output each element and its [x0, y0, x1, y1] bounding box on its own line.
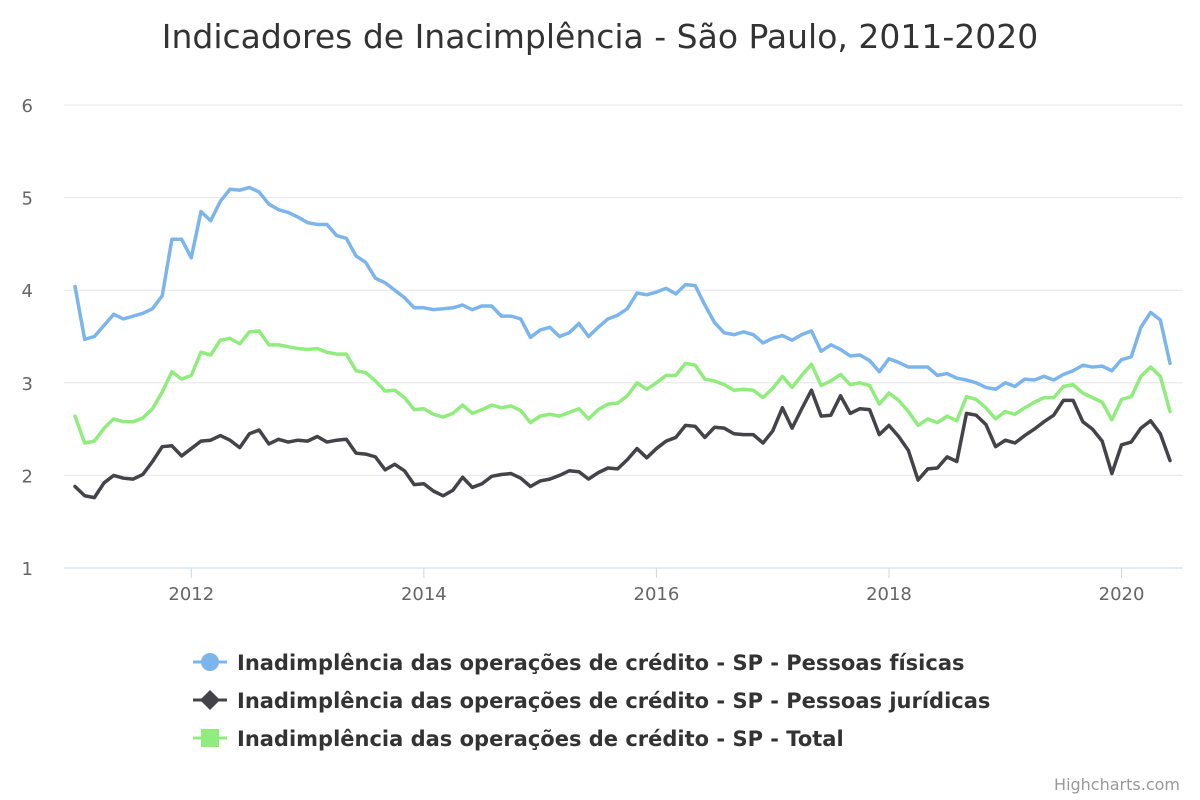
diamond-marker-icon — [200, 690, 220, 710]
legend-item-1[interactable]: Inadimplência das operações de crédito -… — [193, 651, 964, 675]
legend-item-2[interactable]: Inadimplência das operações de crédito -… — [193, 689, 990, 713]
legend-label: Inadimplência das operações de crédito -… — [237, 727, 844, 751]
y-tick-label: 4 — [22, 281, 33, 302]
circle-marker-icon — [201, 653, 219, 671]
series-lines — [73, 185, 1172, 500]
series-line-2[interactable] — [73, 388, 1172, 500]
x-axis: 2012 2014 2016 2018 2020 — [64, 567, 1183, 605]
y-tick-label: 3 — [22, 374, 33, 395]
square-marker-icon — [201, 729, 219, 747]
y-axis-tick-labels: 1 2 3 4 5 6 — [22, 96, 33, 580]
x-tick-label: 2020 — [1099, 584, 1145, 605]
gridlines — [64, 104, 1183, 476]
x-tick-label: 2012 — [168, 584, 214, 605]
x-tick-label: 2016 — [634, 584, 680, 605]
legend-label: Inadimplência das operações de crédito -… — [237, 651, 964, 675]
series-line-1[interactable] — [73, 185, 1172, 392]
legend-label: Inadimplência das operações de crédito -… — [237, 689, 990, 713]
y-tick-label: 6 — [22, 96, 33, 117]
x-tick-label: 2018 — [866, 584, 912, 605]
credits-link[interactable]: Highcharts.com — [1054, 775, 1180, 794]
legend-item-3[interactable]: Inadimplência das operações de crédito -… — [193, 727, 844, 751]
y-tick-label: 2 — [22, 466, 33, 487]
y-tick-label: 5 — [22, 189, 33, 210]
legend[interactable]: Inadimplência das operações de crédito -… — [193, 651, 990, 751]
x-tick-label: 2014 — [401, 584, 447, 605]
chart-title: Indicadores de Inacimplência - São Paulo… — [162, 17, 1039, 56]
y-tick-label: 1 — [22, 559, 33, 580]
series-line-3[interactable] — [73, 329, 1172, 445]
